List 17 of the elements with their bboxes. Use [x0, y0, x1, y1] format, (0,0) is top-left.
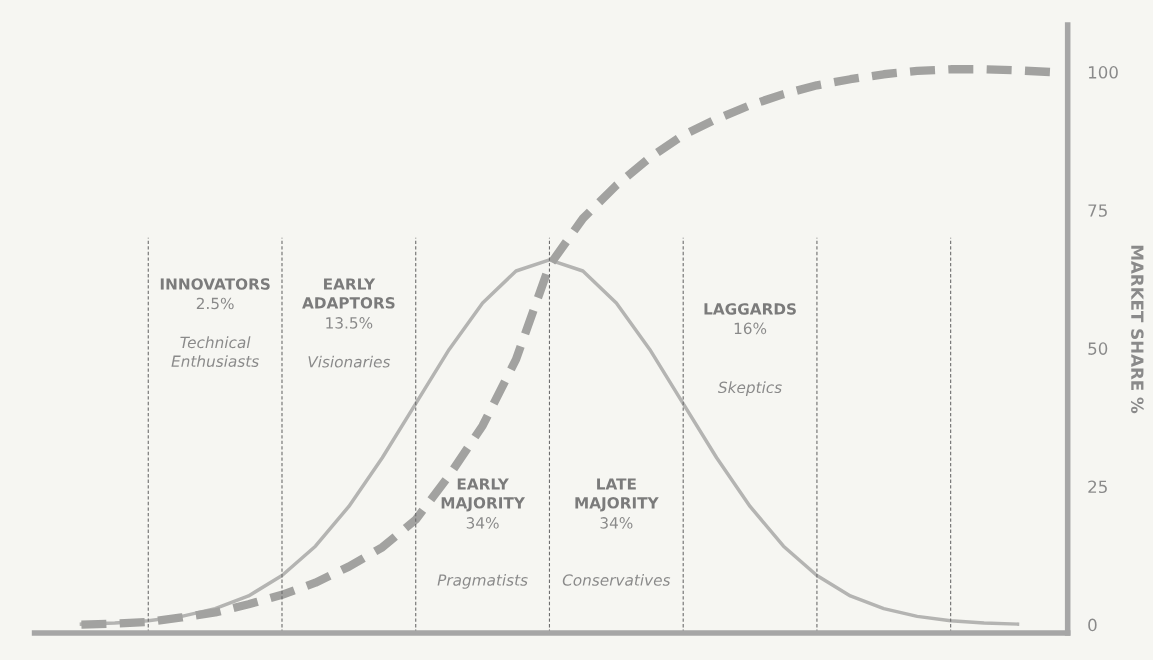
- y-tick-label: 0: [1088, 618, 1097, 632]
- y-tick-label: 75: [1088, 204, 1107, 217]
- annotation: EARLY ADAPTORS 13.5%: [302, 278, 395, 329]
- annotation: EARLY MAJORITY 34%: [441, 478, 526, 529]
- line-series: [79, 258, 1020, 626]
- annotation: LATE MAJORITY 34%: [575, 478, 659, 529]
- y-tick-label: 25: [1088, 480, 1107, 494]
- y-tick-label: 100: [1088, 66, 1118, 79]
- annotation: Skeptics: [718, 381, 782, 397]
- annotation: Pragmatists: [437, 573, 528, 589]
- annotation: LAGGARDS 16%: [704, 303, 796, 335]
- y-tick-label: 50: [1088, 342, 1108, 355]
- annotation: Visionaries: [308, 355, 391, 368]
- annotation: INNOVATORS 2.5%: [160, 278, 270, 310]
- annotation: Conservatives: [562, 573, 671, 586]
- annotation: Technical Enthusiasts: [171, 336, 259, 367]
- y-axis-title: MARKET SHARE %: [1131, 245, 1144, 414]
